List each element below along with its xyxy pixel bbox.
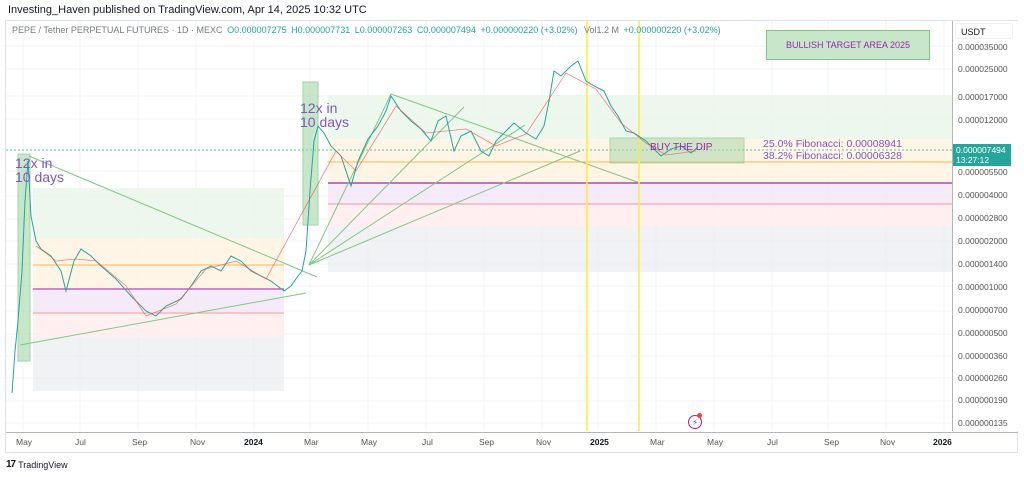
volume-change: +0.000000220 (+3.02%) bbox=[623, 25, 721, 35]
price-tick: 0.000017000 bbox=[958, 92, 1008, 102]
time-tick: Nov bbox=[880, 437, 896, 447]
price-tick: 0.000001400 bbox=[958, 259, 1008, 269]
currency-label[interactable]: USDT bbox=[955, 23, 1013, 39]
time-tick: Sep bbox=[479, 437, 495, 447]
time-tick: Mar bbox=[650, 437, 665, 447]
publisher-line: Investing_Haven published on TradingView… bbox=[8, 4, 367, 16]
ohlc-high: H0.000007731 bbox=[291, 25, 351, 35]
ohlc-open: O0.000007275 bbox=[227, 25, 287, 35]
price-tick: 0.000012000 bbox=[958, 115, 1008, 125]
symbol-legend[interactable]: PEPE / Tether PERPETUAL FUTURES · 1D · M… bbox=[12, 25, 721, 35]
tradingview-logo[interactable]: 17 TradingView bbox=[6, 459, 68, 470]
symbol-title: PEPE / Tether PERPETUAL FUTURES · 1D · M… bbox=[12, 25, 223, 35]
time-tick: 2026 bbox=[933, 437, 952, 447]
brand-name: TradingView bbox=[18, 459, 68, 470]
pump-annotation-1: 12x in 10 days bbox=[15, 155, 65, 185]
price-tick: 0.000005500 bbox=[958, 167, 1008, 177]
time-axis[interactable] bbox=[6, 432, 1018, 452]
time-tick: May bbox=[16, 437, 33, 447]
time-tick: May bbox=[707, 437, 724, 447]
fib-25-label: 25.0% Fibonacci: 0.00008941 bbox=[763, 138, 902, 150]
price-tick: 0.000002000 bbox=[958, 236, 1008, 246]
notification-dot bbox=[697, 413, 702, 418]
price-tick: 0.000025000 bbox=[958, 64, 1008, 74]
price-axis[interactable] bbox=[952, 21, 1018, 431]
fib-382-label: 38.2% Fibonacci: 0.00006328 bbox=[763, 150, 902, 162]
time-tick: Nov bbox=[190, 437, 206, 447]
time-tick: May bbox=[361, 437, 378, 447]
price-tick: 0.000002800 bbox=[958, 213, 1008, 223]
price-tick: 0.000035000 bbox=[958, 42, 1008, 52]
ohlc-close: C0.000007494 bbox=[416, 25, 476, 35]
lightning-icon[interactable]: ⚡ bbox=[688, 415, 702, 429]
price-tick: 0.000000260 bbox=[958, 373, 1008, 383]
price-tick: 0.000000135 bbox=[958, 418, 1008, 428]
price-tick: 0.000000500 bbox=[958, 328, 1008, 338]
last-price-badge: 0.000007494 13:27:12 bbox=[953, 144, 1011, 166]
price-tick: 0.000000360 bbox=[958, 351, 1008, 361]
price-chart[interactable] bbox=[6, 21, 952, 431]
time-tick: Sep bbox=[132, 437, 148, 447]
ohlc-change: +0.000000220 (+3.02%) bbox=[480, 25, 578, 35]
time-tick: 2025 bbox=[590, 437, 609, 447]
price-tick: 0.000000700 bbox=[958, 305, 1008, 315]
buy-the-dip-label: BUY THE DIP bbox=[650, 142, 713, 153]
time-tick: Jul bbox=[767, 437, 778, 447]
ohlc-low: L0.000007263 bbox=[354, 25, 413, 35]
bar-countdown: 13:27:12 bbox=[956, 155, 990, 165]
volume-label: Vol1.2 M bbox=[584, 25, 620, 35]
time-tick: Nov bbox=[536, 437, 552, 447]
tv-logo-icon: 17 bbox=[6, 459, 16, 470]
price-tick: 0.000004000 bbox=[958, 190, 1008, 200]
last-price-value: 0.000007494 bbox=[956, 145, 1006, 155]
price-tick: 0.000001000 bbox=[958, 282, 1008, 292]
time-tick: Sep bbox=[824, 437, 840, 447]
time-tick: Jul bbox=[75, 437, 86, 447]
time-tick: Mar bbox=[304, 437, 319, 447]
time-tick: 2024 bbox=[244, 437, 263, 447]
bullish-target-box: BULLISH TARGET AREA 2025 bbox=[766, 30, 930, 60]
time-tick: Jul bbox=[422, 437, 433, 447]
pump-annotation-2: 12x in 10 days bbox=[300, 100, 350, 130]
price-tick: 0.000000190 bbox=[958, 395, 1008, 405]
